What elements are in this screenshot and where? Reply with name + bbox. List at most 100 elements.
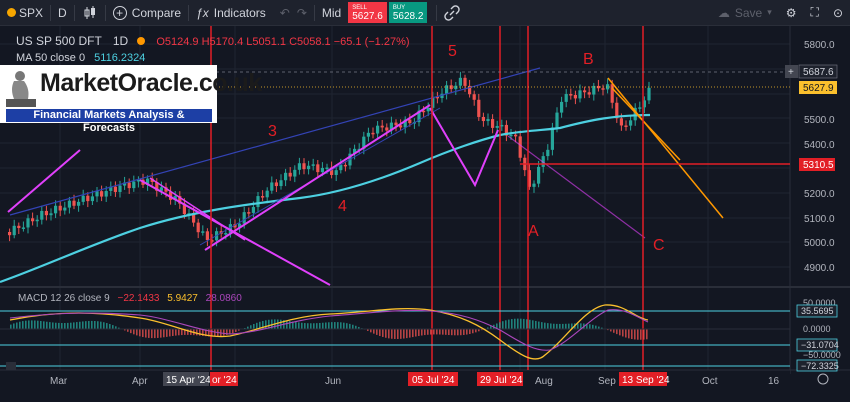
- compare-button[interactable]: + Compare: [106, 0, 188, 26]
- macd-histogram-bar: [547, 323, 549, 329]
- candle-body: [192, 213, 196, 223]
- macd-badge: 35.5695: [801, 306, 834, 316]
- candle-body: [330, 167, 334, 175]
- candle-body: [440, 93, 444, 99]
- buy-button[interactable]: BUY 5628.2: [388, 2, 428, 23]
- macd-histogram-bar: [322, 322, 324, 329]
- candle-body: [35, 219, 39, 222]
- macd-histogram-bar: [10, 324, 12, 329]
- save-button[interactable]: ☁ Save ▾: [711, 0, 779, 26]
- macd-histogram-bar: [160, 329, 162, 338]
- macd-histogram-bar: [259, 321, 261, 329]
- macd-histogram-bar: [613, 329, 615, 333]
- macd-histogram-bar: [109, 323, 111, 329]
- macd-histogram-bar: [31, 320, 33, 329]
- sell-label: SELL: [352, 4, 367, 11]
- macd-histogram-bar: [565, 323, 567, 329]
- candle-body: [104, 190, 108, 197]
- candle-body: [270, 182, 274, 191]
- candle-body: [592, 85, 596, 95]
- svg-text:Aug: Aug: [535, 376, 553, 387]
- candle-body: [205, 231, 209, 241]
- symbol-search-button[interactable]: SPX: [0, 0, 50, 26]
- scroll-left-button[interactable]: [6, 362, 16, 370]
- candle-body: [417, 110, 421, 123]
- macd-histogram-bar: [37, 320, 39, 329]
- macd-histogram-bar: [88, 320, 90, 329]
- macd-histogram-bar: [94, 320, 96, 329]
- interval-button[interactable]: D: [51, 0, 74, 26]
- svg-text:Oct: Oct: [702, 376, 718, 387]
- macd-histogram-bar: [199, 329, 201, 336]
- price-chart[interactable]: 5800.0 5500.0 5400.0 5200.0 5100.0 5000.…: [0, 26, 850, 402]
- candle-body: [569, 94, 573, 96]
- macd-histogram-bar: [337, 322, 339, 329]
- market-status-icon: [137, 37, 146, 45]
- macd-histogram-bar: [430, 329, 432, 335]
- macd-histogram-bar: [460, 329, 462, 336]
- macd-histogram-bar: [490, 326, 492, 329]
- macd-histogram-bar: [181, 329, 183, 336]
- macd-histogram-bar: [625, 329, 627, 338]
- candle-body: [288, 172, 292, 177]
- svg-text:0.0000: 0.0000: [803, 324, 831, 334]
- settings-button[interactable]: ⚙: [779, 0, 804, 26]
- legend-symbol[interactable]: US SP 500 DFT: [16, 34, 102, 48]
- sell-button[interactable]: SELL 5627.6: [348, 2, 387, 23]
- axis-settings-button[interactable]: [817, 373, 829, 385]
- link-button[interactable]: [437, 0, 467, 26]
- logo-subtitle: Financial Markets Analysis & Forecasts: [6, 109, 212, 134]
- undo-button[interactable]: ↶: [273, 0, 297, 26]
- redo-icon: ↷: [296, 5, 307, 20]
- macd-legend[interactable]: MACD 12 26 close 9 −22.1433 5.9427 28.08…: [18, 293, 242, 304]
- time-highlight: 13 Sep '24: [622, 375, 670, 386]
- macd-histogram-bar: [556, 323, 558, 329]
- macd-histogram-bar: [235, 329, 237, 332]
- time-axis-labels: Mar Apr Jun Aug Sep Oct 16: [50, 376, 780, 387]
- macd-histogram-bar: [349, 323, 351, 329]
- svg-text:Mar: Mar: [50, 376, 68, 387]
- macd-histogram-bar: [226, 329, 228, 335]
- price-tick: 5200.0: [804, 189, 835, 200]
- macd-histogram-bar: [373, 329, 375, 334]
- macd-histogram-bar: [187, 329, 189, 335]
- macd-histogram-bar: [133, 329, 135, 335]
- candle-body: [251, 207, 255, 213]
- macd-histogram-bar: [508, 319, 510, 329]
- macd-histogram-bar: [439, 329, 441, 335]
- link-icon: [444, 4, 461, 21]
- time-axis[interactable]: [0, 370, 790, 390]
- candle-body: [527, 170, 531, 187]
- ma-legend[interactable]: MA 50 close 0 5116.2324: [16, 52, 145, 64]
- price-tick: 5000.0: [804, 238, 835, 249]
- fullscreen-button[interactable]: ⛶: [804, 0, 826, 26]
- macd-histogram-bar: [58, 322, 60, 329]
- macd-histogram-bar: [289, 320, 291, 329]
- macd-histogram-bar: [457, 329, 459, 336]
- candle-body: [587, 92, 591, 95]
- macd-histogram-bar: [523, 318, 525, 329]
- candle-body: [26, 218, 30, 228]
- chart-type-button[interactable]: [75, 0, 105, 26]
- macd-histogram-bar: [295, 321, 297, 329]
- macd-histogram-bar: [472, 329, 474, 334]
- candle-body: [610, 84, 614, 103]
- camera-button[interactable]: ⊙: [826, 0, 850, 26]
- wave-path-line: [507, 135, 646, 239]
- candle-body: [514, 134, 518, 137]
- add-alert-button[interactable]: [785, 65, 798, 78]
- macd-histogram-bar: [310, 323, 312, 329]
- candle-body: [302, 163, 306, 170]
- indicators-button[interactable]: ƒx Indicators: [189, 0, 273, 26]
- macd-histogram-bar: [367, 329, 369, 331]
- redo-button[interactable]: ↷: [297, 0, 314, 26]
- candle-body: [486, 119, 490, 122]
- macd-histogram-bar: [43, 321, 45, 329]
- macd-histogram-bar: [451, 329, 453, 336]
- candles-icon: [84, 5, 95, 19]
- macd-histogram-bar: [571, 323, 573, 329]
- candle-body: [201, 231, 205, 233]
- candle-body: [578, 90, 582, 99]
- candle-body: [293, 169, 297, 177]
- macd-histogram-bar: [496, 323, 498, 329]
